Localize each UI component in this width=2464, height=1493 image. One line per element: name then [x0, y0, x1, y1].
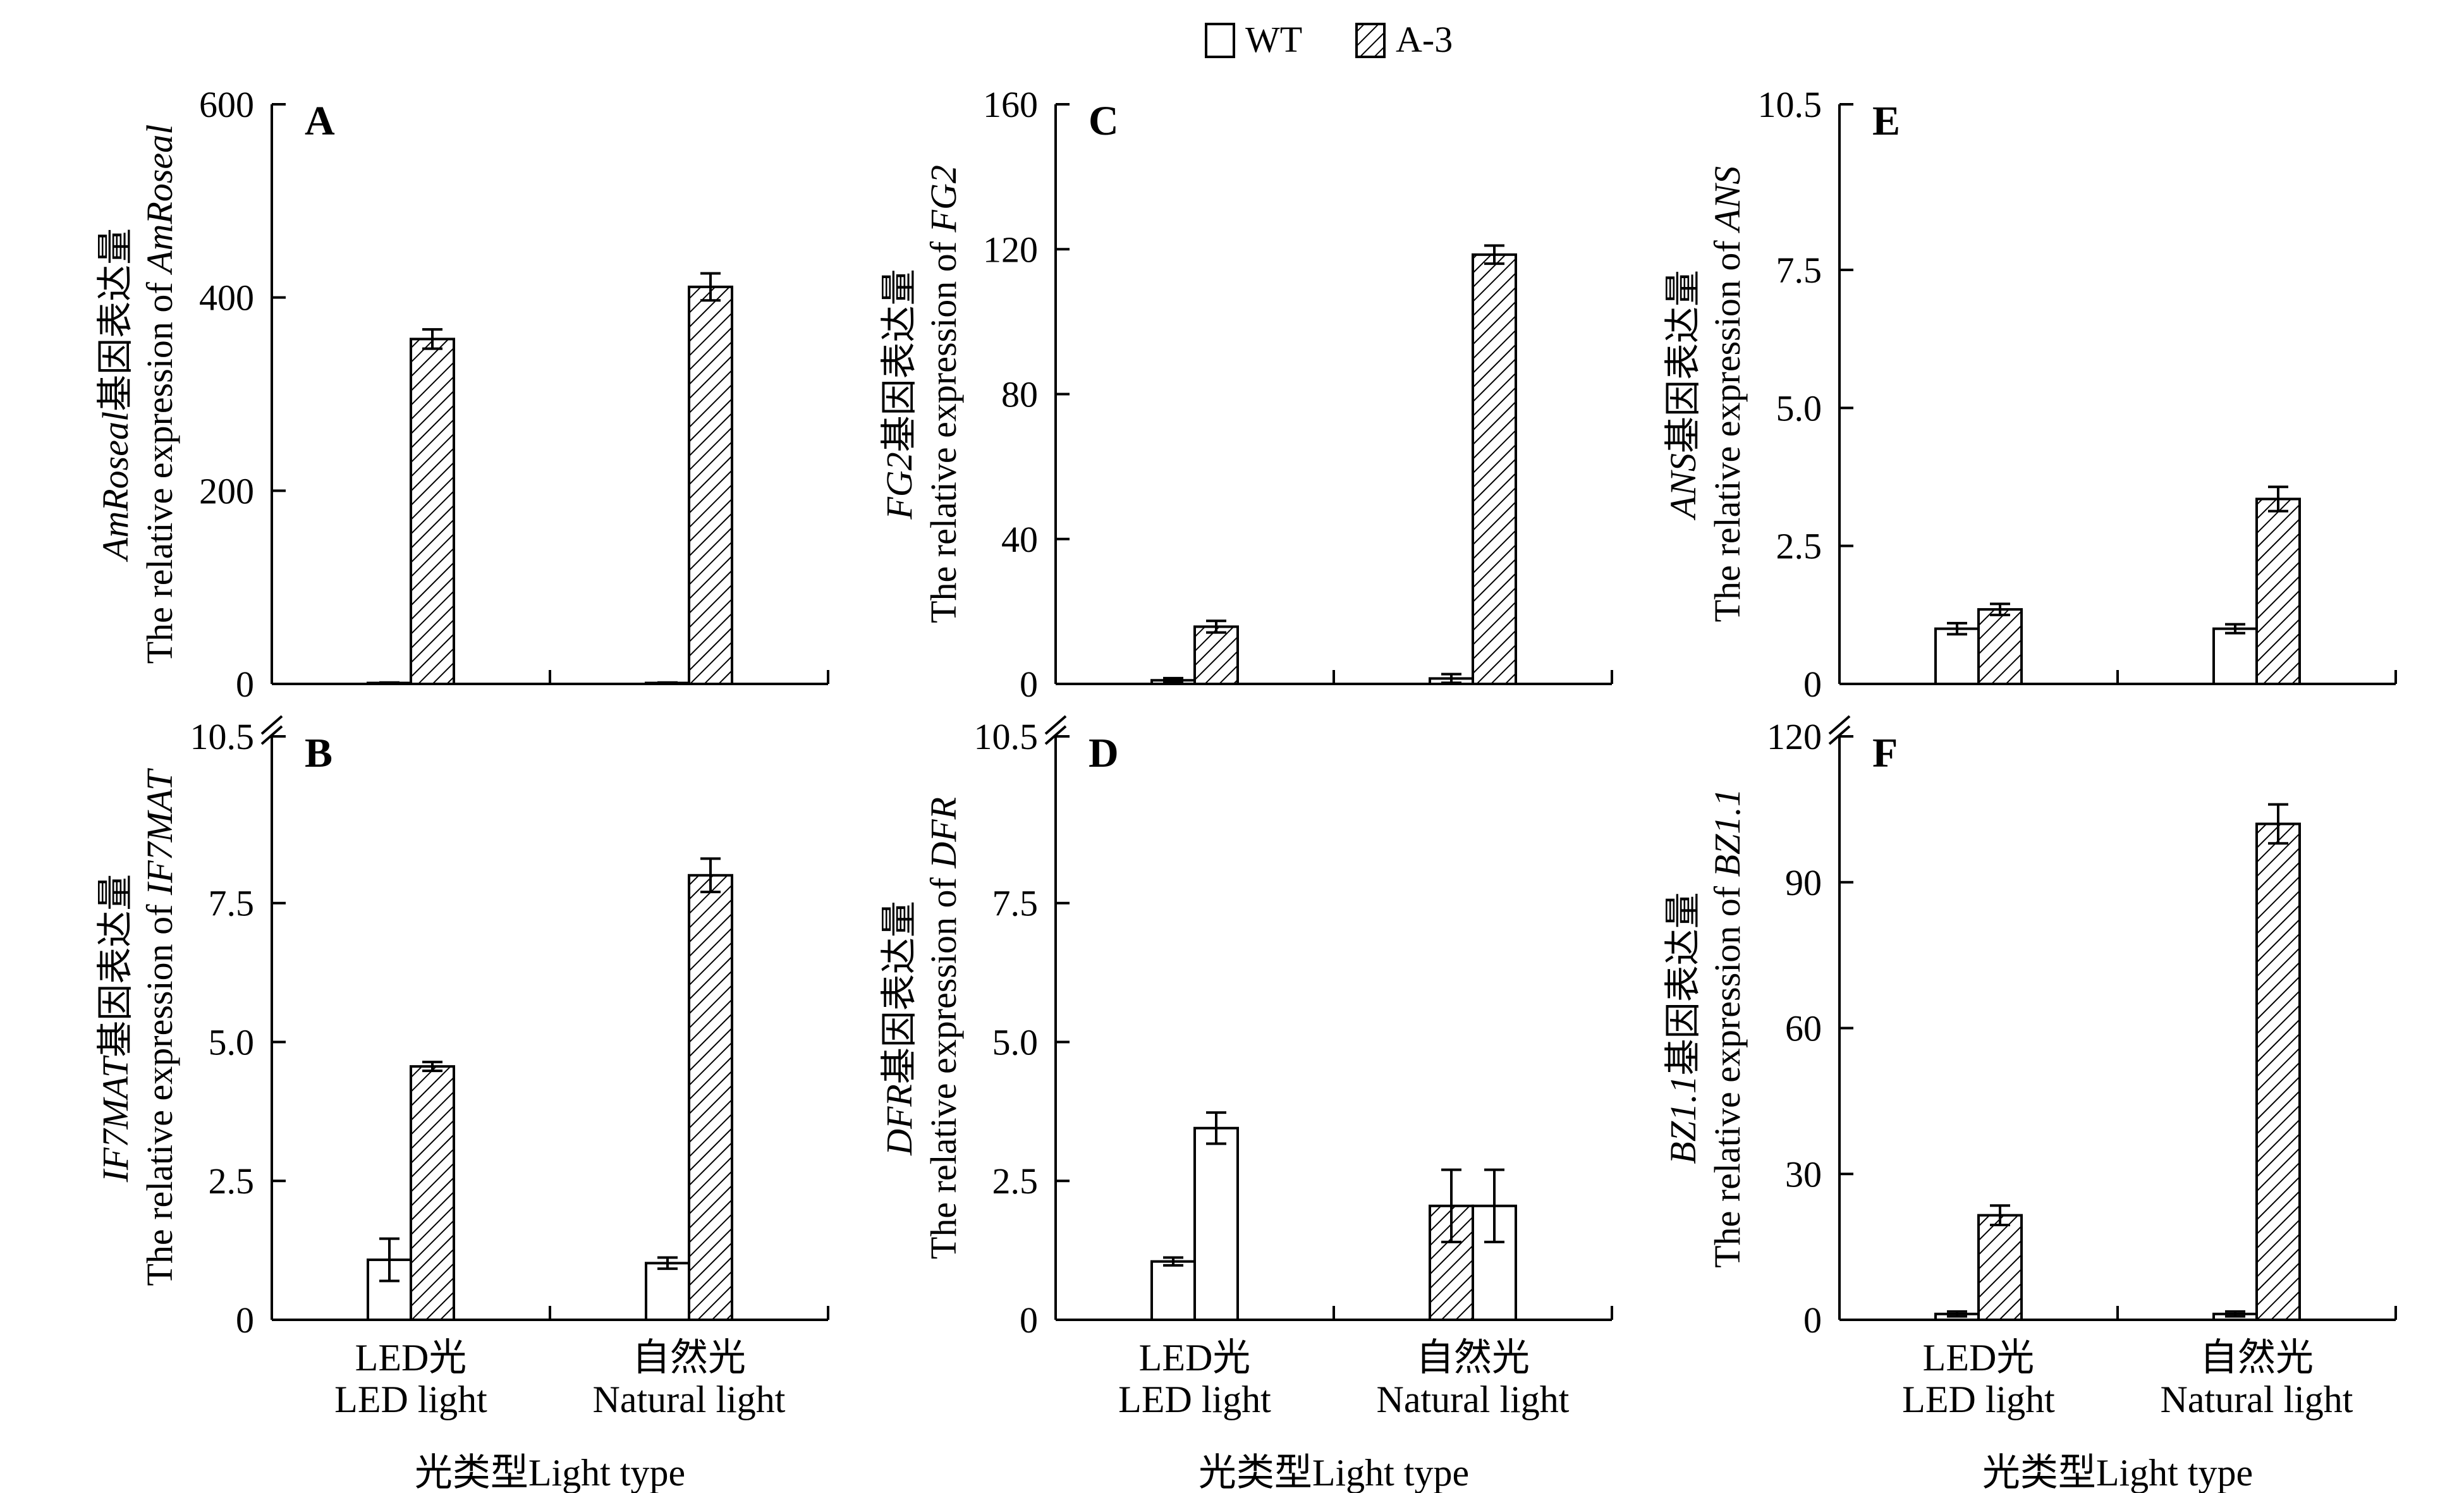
- panel-A: 0 200 400 600 A AmRoseal基因表达量 The relative exp…: [95, 84, 829, 705]
- y-tick-label: 2.5: [1776, 526, 1822, 567]
- panel-E: 0 2.5 5.0 7.5 10.5 E ANS基因表达量 The relative expr…: [1662, 84, 2397, 705]
- bar-wt-natural: [645, 1262, 690, 1322]
- panel-label: E: [1872, 98, 1900, 144]
- y-tick-label: 60: [1785, 1008, 1822, 1049]
- bar-a3-led: [1193, 625, 1239, 685]
- bar-a3-natural: [688, 874, 733, 1322]
- panel-label: C: [1089, 98, 1119, 144]
- axis-break-mark: [1044, 715, 1067, 735]
- y-axis-title-en: The relative expression of IF7MAT: [139, 768, 180, 1286]
- bar-wt-led: [1150, 1260, 1196, 1321]
- axis-break-mark: [1828, 725, 1851, 745]
- y-axis-title-en: The relative expression of AmRoseal: [139, 125, 180, 664]
- y-tick-label: 2.5: [209, 1161, 255, 1202]
- y-tick-label: 5.0: [992, 1021, 1039, 1063]
- legend-swatch-wt: [1205, 23, 1235, 58]
- bar-a3-led: [410, 338, 455, 685]
- panel-label: A: [305, 98, 335, 144]
- y-tick-label: 200: [199, 470, 254, 511]
- y-axis-title-en: The relative expression of DFR: [923, 797, 964, 1259]
- x-tick-label-cn: 自然光: [1416, 1337, 1530, 1379]
- y-axis-title-cn: FG2基因表达量: [879, 269, 920, 520]
- y-tick-label: 0: [1020, 1300, 1038, 1341]
- y-tick-label: 5.0: [209, 1021, 255, 1063]
- bar-wt-led: [1934, 627, 1980, 686]
- y-tick-label: 30: [1785, 1154, 1822, 1195]
- x-axis-title: 光类型Light type: [1982, 1452, 2253, 1493]
- bar-a3-natural: [2255, 822, 2301, 1321]
- y-tick-label: 7.5: [209, 883, 255, 924]
- y-tick-label: 160: [983, 84, 1038, 125]
- y-axis-title-cn: IF7MAT基因表达量: [95, 874, 136, 1183]
- legend-label-a3: A-3: [1396, 19, 1453, 60]
- legend-swatch-a3: [1355, 23, 1386, 58]
- axis-break-mark: [260, 725, 283, 745]
- y-axis-title-en: The relative expression of BZ1.1: [1707, 788, 1748, 1268]
- y-axis-title-en: The relative expression of FG2: [923, 165, 964, 623]
- x-tick-label-cn: 自然光: [2200, 1337, 2314, 1379]
- axis-break-mark: [1828, 715, 1851, 735]
- x-tick-label-cn: LED光: [1923, 1337, 2035, 1379]
- y-tick-label: 400: [199, 277, 254, 319]
- y-tick-label: 0: [236, 1300, 254, 1341]
- y-tick-label: 10.5: [1758, 84, 1822, 125]
- y-axis-title-cn: ANS基因表达量: [1662, 270, 1704, 521]
- bar-a3-natural: [688, 285, 733, 686]
- panel-label: D: [1089, 730, 1119, 776]
- y-tick-label: 5.0: [1776, 387, 1822, 429]
- x-tick-label-cn: 自然光: [632, 1337, 746, 1379]
- bar-a3-led: [410, 1065, 455, 1321]
- y-axis-title-cn: DFR基因表达量: [879, 901, 920, 1156]
- bar-a3-led: [1977, 608, 2023, 685]
- y-tick-label: 0: [1803, 664, 1822, 705]
- x-tick-label-en: Natural light: [593, 1379, 786, 1420]
- bar-a3-led: [1193, 1126, 1239, 1321]
- panel-C: 0 40 80 120 160 C FG2基因表达量 The relative express…: [879, 84, 1613, 705]
- x-tick-label-en: LED light: [334, 1379, 487, 1420]
- x-tick-label-en: LED light: [1118, 1379, 1271, 1420]
- x-tick-label-cn: LED光: [1139, 1337, 1251, 1379]
- y-tick-label: 120: [1767, 716, 1822, 757]
- y-axis-title-en: The relative expression of ANS: [1707, 166, 1748, 623]
- y-axis-title-cn: BZ1.1基因表达量: [1662, 892, 1704, 1164]
- x-tick-label-en: Natural light: [2161, 1379, 2353, 1420]
- y-tick-label: 0: [1020, 664, 1038, 705]
- bar-a3-led: [1977, 1214, 2023, 1321]
- y-tick-label: 600: [199, 84, 254, 125]
- y-tick-label: 0: [236, 664, 254, 705]
- y-tick-label: 0: [1803, 1300, 1822, 1341]
- y-tick-label: 10.5: [190, 716, 255, 757]
- y-tick-label: 10.5: [974, 716, 1039, 757]
- x-tick-label-en: Natural light: [1377, 1379, 1570, 1420]
- y-tick-label: 80: [1001, 374, 1038, 415]
- panel-label: F: [1872, 730, 1898, 776]
- x-axis-title: 光类型Light type: [415, 1452, 685, 1493]
- y-tick-label: 40: [1001, 519, 1038, 560]
- legend-label-wt: WT: [1245, 19, 1302, 60]
- y-tick-label: 90: [1785, 862, 1822, 903]
- bar-wt-natural: [2212, 627, 2258, 686]
- x-axis-title: 光类型Light type: [1198, 1452, 1469, 1493]
- legend: WT A-3: [1205, 19, 1453, 60]
- axis-break-mark: [1044, 725, 1067, 745]
- x-tick-label-en: LED light: [1902, 1379, 2055, 1420]
- x-tick-label-cn: LED光: [355, 1337, 467, 1379]
- y-axis-title-cn: AmRoseal基因表达量: [95, 228, 136, 563]
- y-tick-label: 7.5: [992, 883, 1039, 924]
- bar-a3-natural: [2255, 497, 2301, 686]
- y-tick-label: 2.5: [992, 1161, 1039, 1202]
- panel-label: B: [305, 730, 332, 776]
- y-tick-label: 7.5: [1776, 250, 1822, 291]
- axis-break-mark: [260, 715, 283, 735]
- y-tick-label: 120: [983, 229, 1038, 270]
- bar-a3-natural: [1472, 253, 1517, 685]
